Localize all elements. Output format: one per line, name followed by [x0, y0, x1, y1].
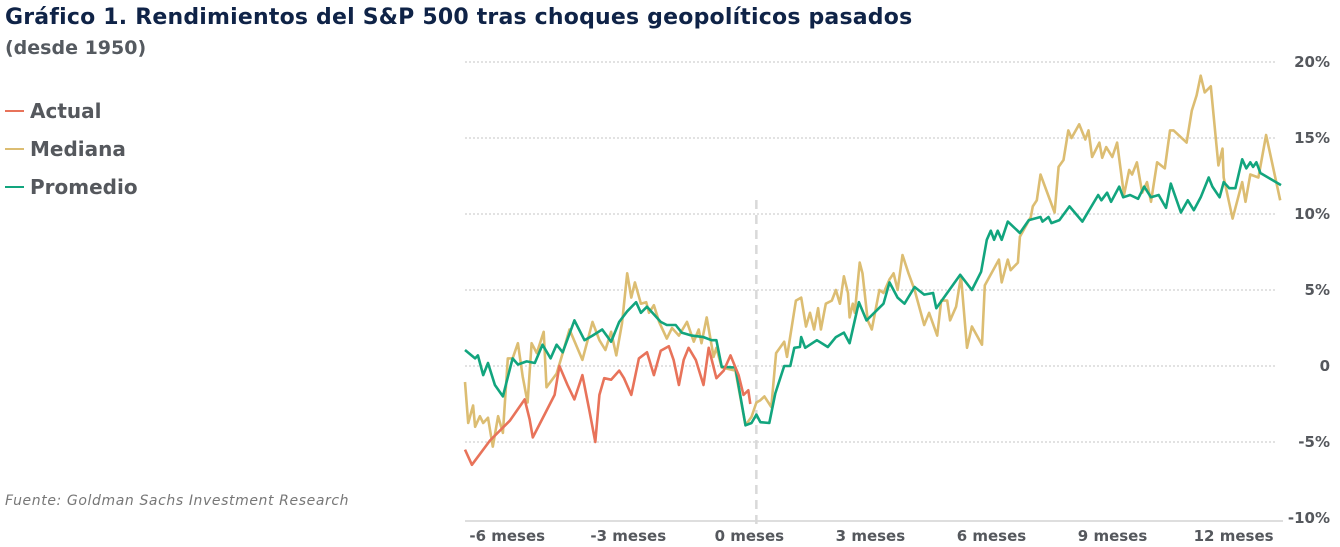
legend-item-promedio: Promedio [5, 168, 138, 206]
source-note: Fuente: Goldman Sachs Investment Researc… [5, 493, 350, 509]
y-tick-label: 15% [1294, 129, 1330, 147]
legend-label-actual: Actual [30, 99, 102, 123]
x-tick-label: -3 meses [590, 527, 666, 545]
legend-swatch-mediana [5, 148, 24, 150]
legend-swatch-actual [5, 110, 24, 112]
legend-label-mediana: Mediana [30, 137, 126, 161]
legend-swatch-promedio [5, 186, 24, 188]
y-tick-label: -5% [1298, 433, 1330, 451]
legend-item-mediana: Mediana [5, 130, 138, 168]
x-tick-label: 3 meses [836, 527, 906, 545]
legend: Actual Mediana Promedio [5, 92, 138, 206]
x-tick-label: 6 meses [957, 527, 1027, 545]
series-line-promedio [464, 158, 1282, 427]
legend-label-promedio: Promedio [30, 175, 138, 199]
chart-subtitle: (desde 1950) [5, 37, 147, 59]
y-tick-label: 0 [1320, 357, 1330, 375]
y-tick-label: 5% [1305, 281, 1330, 299]
series-line-mediana [463, 74, 1282, 448]
y-tick-label: 20% [1294, 53, 1330, 71]
series-line-actual [463, 344, 752, 467]
y-tick-label: -10% [1288, 509, 1330, 527]
legend-item-actual: Actual [5, 92, 138, 130]
x-tick-label: -6 meses [469, 527, 545, 545]
x-tick-label: 0 meses [715, 527, 785, 545]
x-tick-label: 12 meses [1194, 527, 1274, 545]
chart-title: Gráfico 1. Rendimientos del S&P 500 tras… [5, 5, 913, 30]
x-tick-label: 9 meses [1078, 527, 1148, 545]
y-tick-label: 10% [1294, 205, 1330, 223]
